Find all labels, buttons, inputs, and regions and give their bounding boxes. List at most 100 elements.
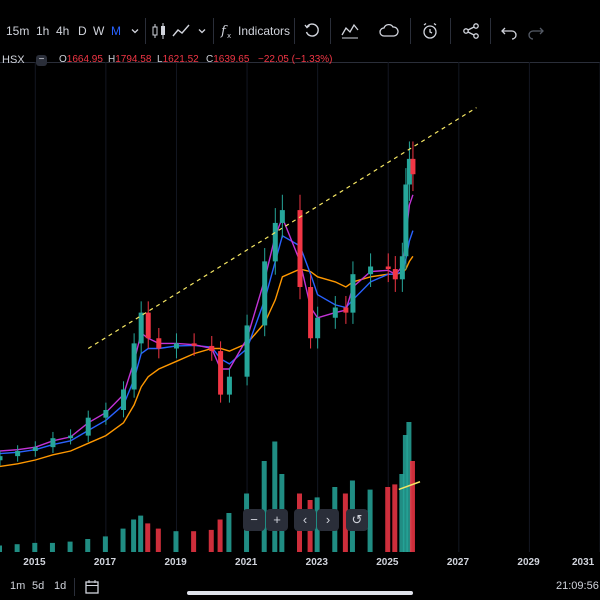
- timeframe-4h[interactable]: 4h: [56, 24, 70, 38]
- timeframe-1h[interactable]: 1h: [36, 24, 50, 38]
- chevron-down-icon[interactable]: [124, 20, 146, 42]
- candle: [131, 343, 137, 390]
- range-1d[interactable]: 1d: [54, 580, 67, 592]
- svg-text:x: x: [227, 32, 231, 40]
- candle: [343, 307, 349, 313]
- candle: [50, 438, 56, 448]
- volume-bar: [399, 474, 405, 552]
- volume-bar: [191, 531, 197, 552]
- ohlc-open: O1664.95: [59, 54, 103, 65]
- collapse-legend-button[interactable]: −: [36, 55, 47, 66]
- volume-bar: [406, 422, 412, 552]
- candle: [121, 389, 127, 410]
- volume-bar: [173, 531, 179, 552]
- axis-label-2025: 2025: [376, 557, 399, 568]
- volume-bar: [208, 529, 214, 552]
- bottom-toolbar: 1m 5d 1d 21:09:56: [0, 574, 600, 600]
- ohlc-change: −22.05 (−1.33%): [258, 54, 333, 65]
- candle: [350, 274, 356, 313]
- undo-icon[interactable]: [498, 20, 520, 42]
- candle: [406, 158, 412, 185]
- candle: [385, 266, 391, 270]
- ma-mid-line: [0, 230, 414, 455]
- reset-chart-button[interactable]: ↺: [346, 509, 368, 531]
- volume-bar: [409, 461, 415, 552]
- svg-text:f: f: [220, 24, 228, 39]
- candle: [279, 210, 285, 223]
- volume-bar: [217, 519, 223, 552]
- volume-bar: [49, 542, 55, 552]
- ohlc-high: H1794.58: [108, 54, 152, 65]
- candle: [368, 266, 374, 275]
- candles-icon[interactable]: [148, 20, 170, 42]
- scroll-left-button[interactable]: ‹: [294, 509, 316, 531]
- candle: [68, 435, 74, 439]
- ma-fast-line: [0, 194, 414, 452]
- volume-bar: [261, 461, 267, 552]
- indicators-button[interactable]: Indicators: [238, 24, 291, 38]
- range-1m[interactable]: 1m: [10, 580, 26, 592]
- compare-icon[interactable]: [339, 20, 361, 42]
- zoom-out-button[interactable]: −: [243, 509, 265, 531]
- line-chart-icon[interactable]: [170, 20, 192, 42]
- candle: [103, 410, 109, 418]
- price-chart[interactable]: [0, 62, 600, 552]
- candle: [226, 376, 232, 395]
- calendar-icon[interactable]: [81, 576, 103, 598]
- candle: [145, 312, 151, 339]
- candle: [85, 417, 91, 436]
- chevron-down-icon[interactable]: [191, 20, 213, 42]
- share-icon[interactable]: [460, 20, 482, 42]
- time-axis: 2015 2017 2019 2021 2023 2025 2027 2029 2031: [0, 552, 600, 574]
- candle: [315, 317, 321, 339]
- candle: [262, 261, 268, 326]
- alert-clock-icon[interactable]: [419, 20, 441, 42]
- candle: [244, 325, 250, 377]
- forecast-line: [398, 481, 421, 491]
- timeframe-m[interactable]: M: [111, 24, 121, 38]
- candle: [15, 451, 21, 457]
- symbol-label[interactable]: HSX: [2, 54, 25, 66]
- axis-label-2027: 2027: [446, 557, 470, 568]
- timeframe-15m[interactable]: 15m: [6, 24, 30, 38]
- volume-bar: [85, 539, 91, 552]
- replay-icon[interactable]: [301, 20, 323, 42]
- volume-bar: [392, 484, 398, 552]
- candle: [297, 210, 303, 287]
- scroll-right-button[interactable]: ›: [317, 509, 339, 531]
- volume-bar: [102, 536, 108, 552]
- candle: [332, 307, 338, 318]
- range-5d[interactable]: 5d: [32, 580, 45, 592]
- zoom-in-button[interactable]: +: [266, 509, 288, 531]
- timeframe-w[interactable]: W: [93, 24, 105, 38]
- candle: [32, 447, 38, 451]
- candle: [399, 256, 405, 280]
- volume-bar: [131, 519, 137, 552]
- ohlc-low: L1621.52: [157, 54, 199, 65]
- candle: [191, 343, 197, 346]
- volume-bar: [402, 435, 408, 552]
- clock-time: 21:09:56: [556, 580, 599, 592]
- volume-bar: [342, 493, 348, 552]
- axis-label-2031: 2031: [572, 557, 595, 568]
- candle: [272, 222, 278, 262]
- volume-bar: [0, 545, 2, 552]
- axis-label-2021: 2021: [235, 557, 258, 568]
- candle: [392, 269, 398, 280]
- axis-label-2019: 2019: [164, 557, 187, 568]
- chart-canvas[interactable]: [0, 62, 600, 552]
- candle: [0, 456, 3, 461]
- ma-slow-line: [0, 255, 414, 468]
- cloud-icon[interactable]: [378, 20, 400, 42]
- candle: [403, 184, 409, 257]
- volume-bar: [120, 528, 126, 552]
- candle: [218, 351, 224, 395]
- axis-label-2017: 2017: [93, 557, 117, 568]
- timeframe-d[interactable]: D: [78, 24, 87, 38]
- candle: [308, 287, 314, 339]
- axis-label-2015: 2015: [23, 557, 46, 568]
- ohlc-close: C1639.65: [206, 54, 250, 65]
- redo-icon[interactable]: [525, 20, 547, 42]
- home-indicator: [187, 591, 413, 595]
